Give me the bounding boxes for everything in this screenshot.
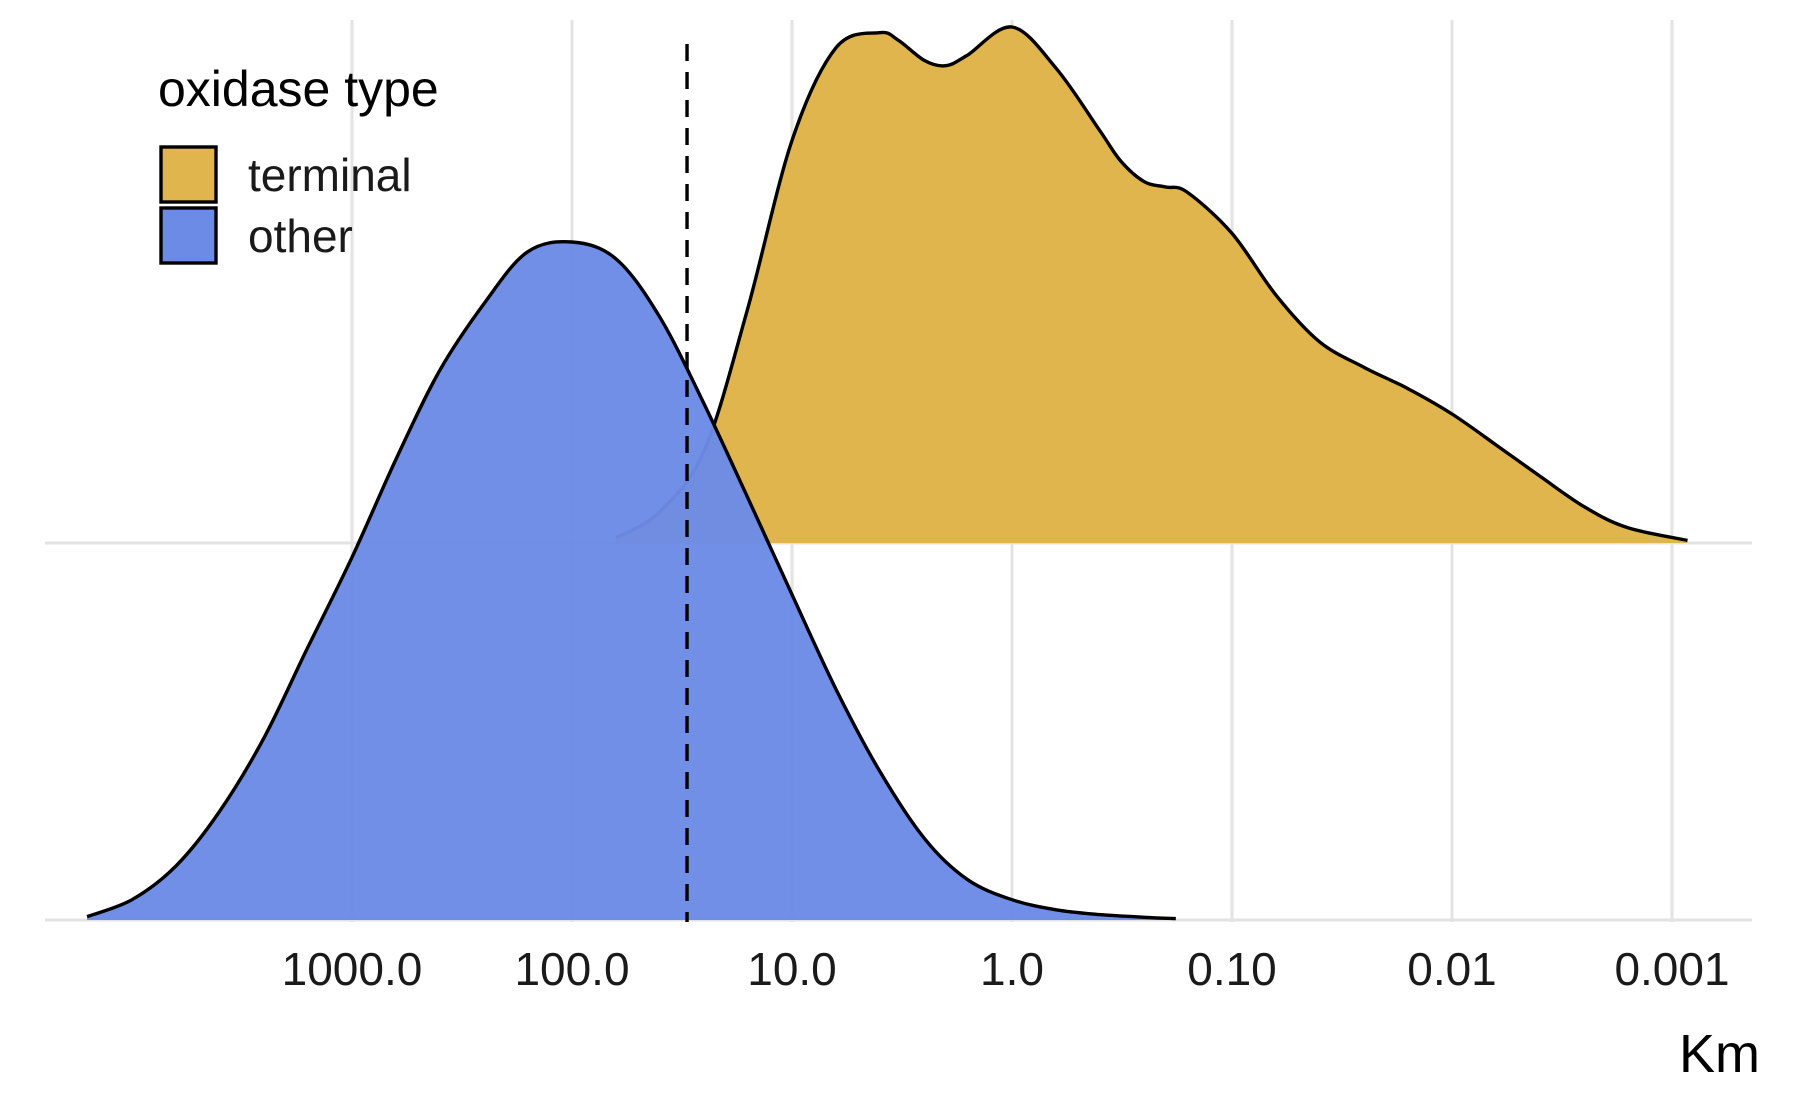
series-other <box>86 239 1176 921</box>
x-tick-label-1: 100.0 <box>514 943 629 995</box>
series-layer <box>86 25 1688 921</box>
legend: oxidase type terminal other <box>158 61 439 265</box>
x-tick-label-0: 1000.0 <box>282 943 423 995</box>
legend-title: oxidase type <box>158 61 439 117</box>
legend-label-other: other <box>248 210 353 262</box>
x-axis-title: Km <box>1679 1024 1760 1084</box>
series-terminal <box>615 25 1688 543</box>
density-area-other <box>87 241 1176 920</box>
legend-swatch-terminal <box>159 145 218 204</box>
x-tick-label-3: 1.0 <box>980 943 1044 995</box>
x-tick-labels: 1000.0 100.0 10.0 1.0 0.10 0.01 0.001 <box>282 943 1730 995</box>
density-outline-other <box>86 239 1176 921</box>
x-tick-label-2: 10.0 <box>747 943 837 995</box>
x-tick-label-4: 0.10 <box>1187 943 1277 995</box>
legend-label-terminal: terminal <box>248 149 412 201</box>
legend-items: terminal other <box>159 145 412 265</box>
density-outline-terminal <box>615 25 1688 543</box>
x-tick-label-5: 0.01 <box>1407 943 1497 995</box>
x-tick-label-6: 0.001 <box>1614 943 1729 995</box>
legend-swatch-other <box>159 206 218 265</box>
density-area-terminal <box>616 26 1688 543</box>
